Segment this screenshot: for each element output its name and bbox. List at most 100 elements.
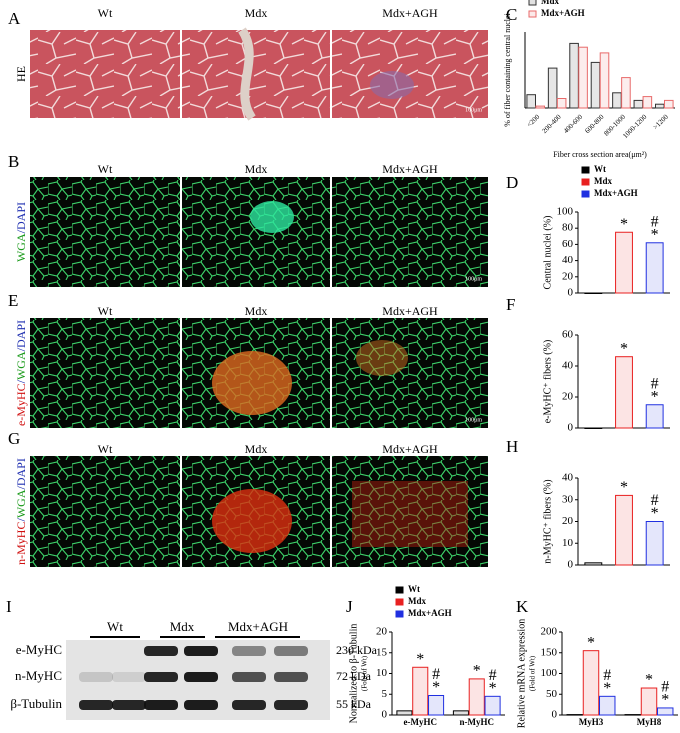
weight-label: 55 kDa xyxy=(336,697,372,711)
micrograph xyxy=(332,177,488,287)
x-axis-label: Fiber cross section area(μm²) xyxy=(553,150,647,159)
panel-letter: D xyxy=(506,173,518,192)
micrograph xyxy=(30,318,180,428)
blot-band xyxy=(184,700,218,710)
x-tick-label: >1200 xyxy=(651,113,670,132)
y-tick-label: 10 xyxy=(376,667,388,679)
micrograph xyxy=(332,456,488,567)
bar xyxy=(468,678,485,716)
column-label: Mdx+AGH xyxy=(382,442,438,456)
infiltrate xyxy=(370,71,414,99)
bar xyxy=(624,714,641,716)
weight-label: 72 kDa xyxy=(336,669,372,683)
row-label-part: WGA xyxy=(14,489,28,518)
column-label: Mdx+AGH xyxy=(382,6,438,20)
row-label-part: DAPI xyxy=(14,458,28,486)
bar xyxy=(655,103,665,109)
scale-bar: 100μm xyxy=(465,417,482,423)
protein-label: n-MyHC xyxy=(15,668,62,683)
y-axis-label: Normalized to β-Tubulin xyxy=(348,624,359,724)
legend-swatch xyxy=(395,586,404,594)
bar xyxy=(584,562,603,566)
row-label-part: e-MyHC xyxy=(14,383,28,426)
micrograph xyxy=(30,30,180,118)
bar xyxy=(452,710,469,716)
blot-band xyxy=(144,646,178,656)
y-tick-label: 0 xyxy=(568,422,574,434)
y-tick-label: 0 xyxy=(568,287,574,299)
significance-mark: * xyxy=(489,680,497,697)
bar xyxy=(615,231,633,294)
bar xyxy=(645,242,664,294)
bar xyxy=(633,99,644,109)
bar xyxy=(645,404,664,429)
y-axis-label: e-MyHC⁺ fibers (%) xyxy=(542,340,553,424)
x-tick-label: MyH8 xyxy=(637,717,662,727)
legend-label: Mdx xyxy=(594,176,613,186)
bar xyxy=(412,666,429,716)
legend-label: Wt xyxy=(408,584,420,594)
legend-label: Wt xyxy=(594,164,606,174)
bar xyxy=(621,77,631,109)
row-label: e-MyHC/WGA/DAPI xyxy=(14,320,28,426)
row-label-part: HE xyxy=(14,66,28,82)
blot-band xyxy=(232,672,266,682)
bar xyxy=(566,714,583,716)
legend-label: Mdx+AGH xyxy=(408,608,452,618)
column-label: Wt xyxy=(98,304,113,318)
significance-mark: * xyxy=(661,692,669,709)
bar xyxy=(664,99,674,109)
row-label-part: DAPI xyxy=(14,320,28,348)
bar xyxy=(599,52,610,109)
significance-mark: * xyxy=(416,651,424,668)
legend-label: Mdx xyxy=(541,0,560,6)
lane-label: Mdx+AGH xyxy=(228,619,288,634)
y-axis-sublabel: (Fold of Wt) xyxy=(361,655,369,691)
y-tick-label: 20 xyxy=(376,626,388,638)
bar xyxy=(582,650,600,716)
legend-swatch xyxy=(395,610,404,618)
panel-letter: C xyxy=(506,5,517,24)
row-label-part: WGA xyxy=(14,233,28,262)
y-tick-label: 15 xyxy=(376,646,388,658)
y-tick-label: 150 xyxy=(541,646,558,658)
y-tick-label: 40 xyxy=(562,254,574,266)
protein-label: β-Tubulin xyxy=(10,696,62,711)
lesion xyxy=(212,351,292,415)
row-label: n-MyHC/WGA/DAPI xyxy=(14,458,28,565)
bar xyxy=(547,67,558,109)
micrograph xyxy=(30,177,180,287)
x-tick-label: e-MyHC xyxy=(404,717,438,727)
panel-letter: A xyxy=(8,9,21,28)
y-tick-label: 0 xyxy=(552,709,558,721)
column-label: Wt xyxy=(98,442,113,456)
row-label-part: / xyxy=(14,347,28,351)
bar xyxy=(578,46,588,109)
row-label-part: / xyxy=(14,486,28,490)
y-tick-label: 20 xyxy=(562,391,574,403)
column-label: Wt xyxy=(98,162,113,176)
y-tick-label: 200 xyxy=(541,626,558,638)
significance-mark: # xyxy=(603,667,611,684)
bar xyxy=(396,710,413,716)
legend-swatch xyxy=(581,190,590,198)
y-axis-label: Relative mRNA expression xyxy=(516,619,527,728)
column-label: Mdx+AGH xyxy=(382,304,438,318)
column-label: Mdx xyxy=(245,442,268,456)
bar xyxy=(645,521,664,566)
blot-band xyxy=(112,672,146,682)
column-label: Mdx xyxy=(245,6,268,20)
significance-mark: # xyxy=(651,492,659,509)
blot-band xyxy=(184,646,218,656)
legend-swatch xyxy=(528,0,537,6)
lane-label: Wt xyxy=(107,619,123,634)
panel-letter: G xyxy=(8,429,20,448)
y-tick-label: 80 xyxy=(562,222,574,234)
y-tick-label: 60 xyxy=(562,329,574,341)
significance-mark: * xyxy=(651,505,659,522)
row-label: HE xyxy=(14,66,28,82)
significance-mark: # xyxy=(661,679,669,696)
y-tick-label: 40 xyxy=(562,360,574,372)
blot-band xyxy=(184,672,218,682)
